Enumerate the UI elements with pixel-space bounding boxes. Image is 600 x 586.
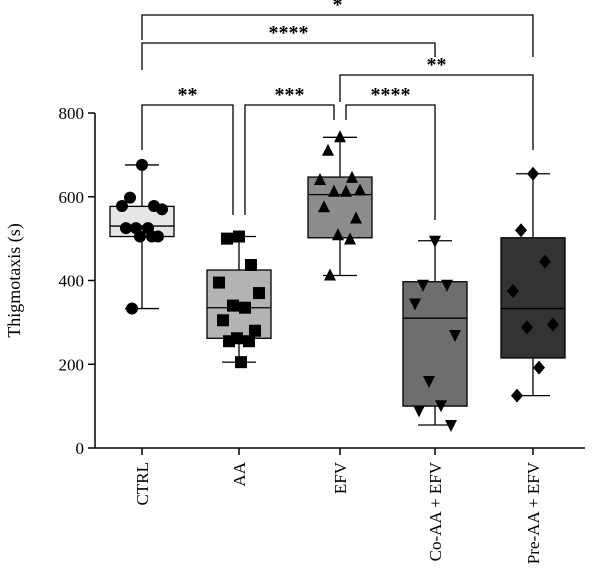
data-point [233,230,245,243]
y-tick-label: 400 [59,272,85,291]
data-point [318,200,330,213]
data-point [249,324,261,337]
data-point [417,279,429,292]
data-point [314,173,326,185]
x-tick-label: CTRL [133,462,152,505]
data-point [423,376,435,388]
data-point [547,317,559,332]
significance-label: ** [427,54,447,76]
data-point [239,301,251,314]
bracket-line [141,104,234,215]
data-point [126,302,138,315]
data-point [116,199,128,212]
data-point [449,329,461,342]
significance-bracket: *** [244,84,335,215]
data-point [217,314,229,327]
data-point [223,335,235,348]
significance-label: ** [178,84,198,106]
data-point [253,287,265,300]
data-point [533,360,545,375]
data-point [156,203,168,216]
data-point [344,232,356,245]
significance-bracket: **** [345,84,436,220]
data-point [120,222,132,235]
y-axis-label: Thigmotaxis (s) [4,223,25,338]
bracket-line [141,42,436,70]
data-point [245,259,257,272]
significance-bracket: ** [339,54,534,150]
bracket-line [141,14,534,57]
data-point [539,254,551,269]
data-point [324,268,336,281]
data-point [521,320,533,335]
data-point [146,230,158,243]
bracket-line [339,74,534,150]
data-point [328,184,340,197]
significance-label: *** [275,84,305,106]
data-point [322,143,334,156]
x-tick-label: AA [230,461,249,486]
data-point [413,405,425,418]
significance-label: **** [371,84,411,106]
y-tick-label: 0 [76,439,85,458]
data-point [235,356,247,369]
box-4 [402,240,468,426]
data-point [134,230,146,243]
bracket-line [244,104,335,215]
data-point [350,211,362,224]
bracket-line [345,104,436,220]
data-point [441,279,453,292]
significance-brackets: ********* *** **** [141,0,534,220]
data-point [507,283,519,298]
data-point [124,191,136,204]
axes: 0 200 400 600 800 CTRL AA EFV Co-AA + EFV Pre-AA … [59,104,585,564]
data-point [409,298,421,311]
data-point [221,232,233,245]
box-5 [500,173,566,397]
x-tick-label: EFV [331,461,350,494]
box-iqr [500,237,566,359]
y-tick-label: 800 [59,104,85,123]
data-point [346,170,358,183]
x-tick-label: Co-AA + EFV [426,461,445,561]
box-iqr [307,176,373,239]
data-point [332,228,344,241]
data-point [445,419,457,432]
data-point [213,276,225,289]
significance-bracket: * [141,0,534,57]
data-point [515,223,527,238]
data-point [527,166,539,181]
box-3 [307,136,373,277]
significance-label: **** [269,22,309,44]
data-point [511,388,523,403]
data-point [340,184,352,197]
data-point [435,400,447,413]
data-point [227,299,239,312]
significance-bracket: ** [141,84,234,215]
x-tick-label: Pre-AA + EFV [524,461,543,564]
boxes [109,136,566,426]
data-point [429,235,441,248]
significance-bracket: **** [141,22,436,70]
y-tick-label: 600 [59,188,85,207]
data-point [243,335,255,348]
significance-label: * [333,0,343,16]
data-points [116,130,559,432]
data-point [334,130,346,143]
y-tick-label: 200 [59,355,85,374]
data-point [136,158,148,171]
data-point [354,183,366,196]
